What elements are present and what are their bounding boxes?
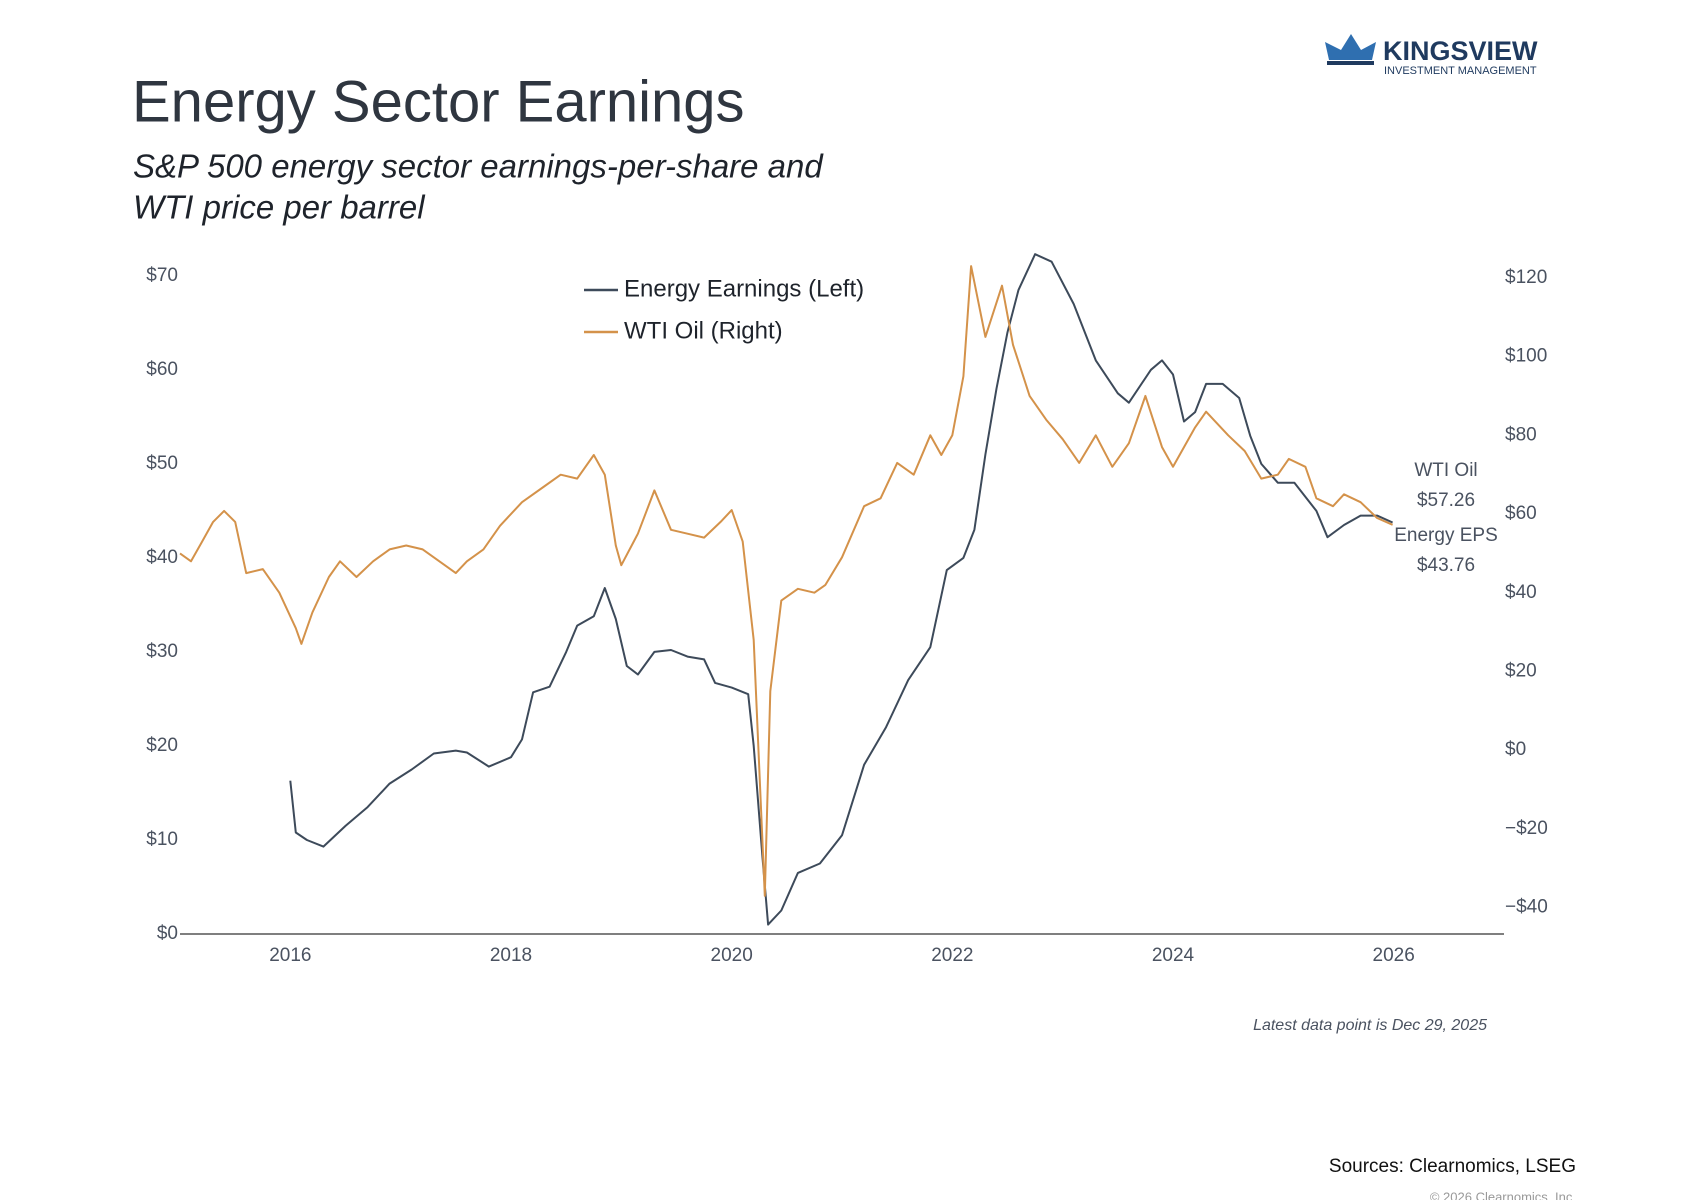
y2-tick-label: −$40 xyxy=(1505,897,1548,918)
end-annotation: Energy EPS xyxy=(1394,525,1498,546)
y2-tick-label: $20 xyxy=(1505,660,1537,681)
x-tick-label: 2022 xyxy=(931,945,973,966)
chart-title: Energy Sector Earnings xyxy=(132,69,745,134)
logo: KINGSVIEW INVESTMENT MANAGEMENT xyxy=(1325,34,1538,77)
copyright: © 2026 Clearnomics, Inc. xyxy=(1430,1189,1576,1200)
x-tick-label: 2016 xyxy=(269,945,311,966)
legend-label: WTI Oil (Right) xyxy=(624,317,783,344)
y2-tick-label: $80 xyxy=(1505,424,1537,445)
chart-subtitle: S&P 500 energy sector earnings-per-share… xyxy=(133,148,824,185)
y-tick-label: $60 xyxy=(146,359,178,380)
y2-tick-label: $120 xyxy=(1505,267,1547,288)
y-tick-label: $70 xyxy=(146,265,178,286)
y2-tick-label: $100 xyxy=(1505,346,1547,367)
y2-tick-label: $40 xyxy=(1505,582,1537,603)
y-tick-label: $50 xyxy=(146,453,178,474)
logo-tagline: INVESTMENT MANAGEMENT xyxy=(1384,65,1537,77)
data-note: Latest data point is Dec 29, 2025 xyxy=(1253,1017,1487,1034)
x-tick-label: 2024 xyxy=(1152,945,1195,966)
series-line xyxy=(179,265,1394,897)
x-tick-label: 2018 xyxy=(490,945,532,966)
y-tick-label: $30 xyxy=(146,641,178,662)
logo-base xyxy=(1327,61,1374,65)
y-tick-label: $0 xyxy=(157,923,178,944)
end-annotation: $57.26 xyxy=(1417,490,1475,511)
logo-text: KINGSVIEW xyxy=(1383,36,1538,66)
y2-tick-label: $0 xyxy=(1505,739,1526,760)
y-tick-label: $10 xyxy=(146,829,178,850)
chart-subtitle: WTI price per barrel xyxy=(133,189,426,226)
end-annotation: $43.76 xyxy=(1417,555,1475,576)
legend-label: Energy Earnings (Left) xyxy=(624,275,864,302)
logo-crown xyxy=(1325,34,1376,60)
y2-tick-label: −$20 xyxy=(1505,818,1548,839)
y-tick-label: $20 xyxy=(146,735,178,756)
x-tick-label: 2026 xyxy=(1373,945,1415,966)
x-tick-label: 2020 xyxy=(711,945,753,966)
source: Sources: Clearnomics, LSEG xyxy=(1329,1156,1576,1177)
y2-tick-label: $60 xyxy=(1505,503,1537,524)
end-annotation: WTI Oil xyxy=(1414,460,1477,481)
y-tick-label: $40 xyxy=(146,547,178,568)
series-line xyxy=(289,253,1394,926)
